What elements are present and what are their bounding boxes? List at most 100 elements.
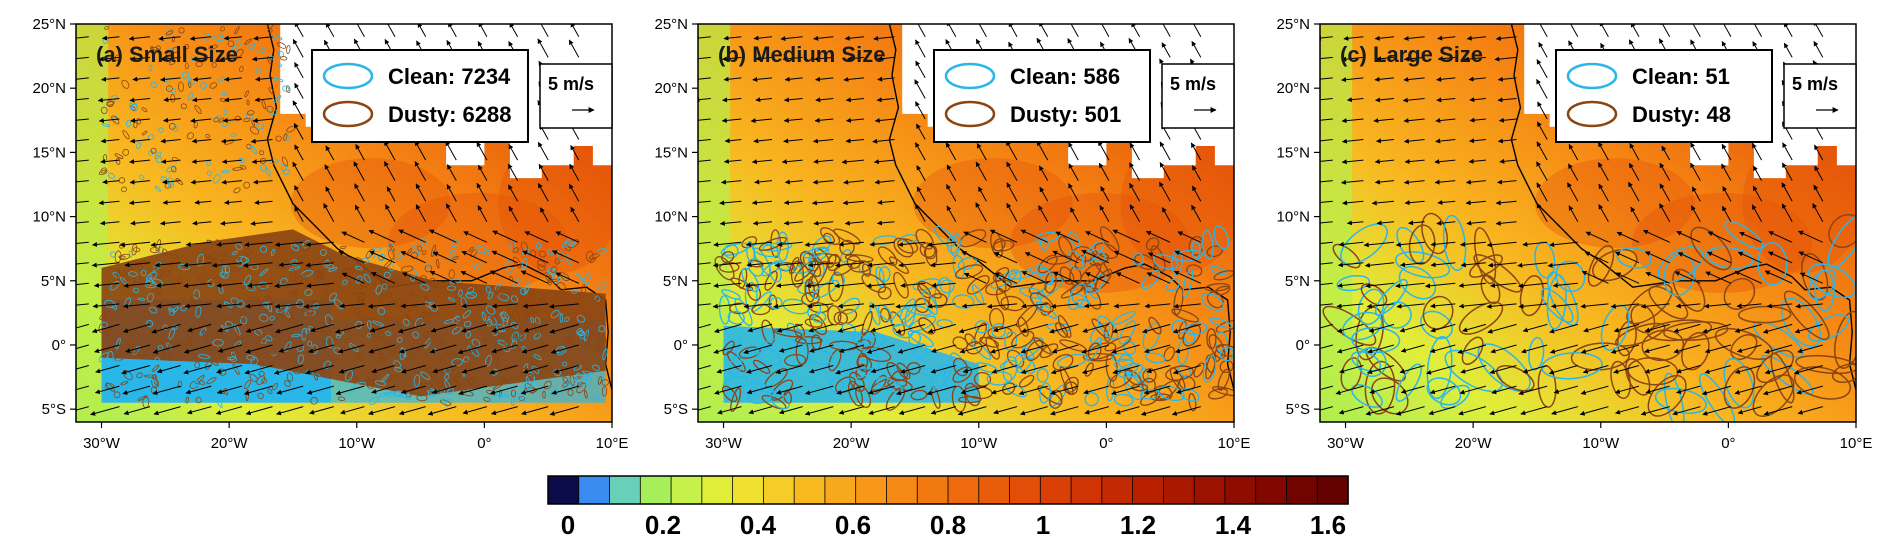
lon-tick-label: 20°W <box>1455 435 1493 452</box>
lat-tick-label: 25°N <box>32 16 66 33</box>
lon-tick-label: 10°E <box>596 435 629 452</box>
reference-vector-box <box>1161 63 1235 129</box>
colorbar: 0 0.2 0.4 0.6 0.8 1 1.2 1.4 1.6 <box>547 475 1349 540</box>
lat-tick-label: 0° <box>52 337 66 354</box>
reference-vector-box <box>539 63 613 129</box>
map-frame <box>75 23 613 423</box>
colorbar-swatch <box>670 475 703 505</box>
colorbar-swatch <box>639 475 672 505</box>
colorbar-tick-label: 0.8 <box>930 510 966 540</box>
lat-tick-label: 25°N <box>654 16 688 33</box>
colorbar-swatch <box>1162 475 1195 505</box>
colorbar-tick-label: 0.4 <box>740 510 777 540</box>
colorbar-swatch <box>793 475 826 505</box>
wind-vectors <box>76 24 580 416</box>
lat-tick-label: 5°N <box>1285 273 1310 290</box>
lat-tick-label: 25°N <box>1276 16 1310 33</box>
legend-clean-marker <box>1566 62 1618 90</box>
colorbar-swatch <box>732 475 765 505</box>
colorbar-swatch <box>1286 475 1318 505</box>
colorbar-swatch <box>978 475 1011 505</box>
lat-tick-label: 5°S <box>664 401 688 418</box>
legend-dusty-label: Dusty: 6288 <box>388 102 512 127</box>
legend-dusty-marker <box>322 100 374 128</box>
legend-dusty-label: Dusty: 48 <box>1632 102 1731 127</box>
colorbar-swatch <box>916 475 949 505</box>
reference-vector-label: 5 m/s <box>1792 74 1838 94</box>
colorbar-tick-label: 1.2 <box>1120 510 1156 540</box>
colorbar-swatch <box>1193 475 1226 505</box>
colorbar-swatch <box>1316 475 1349 505</box>
lon-tick-label: 20°W <box>211 435 249 452</box>
map-frame <box>1319 23 1857 423</box>
colorbar-tick-label: 1 <box>1036 510 1050 540</box>
lon-tick-label: 30°W <box>83 435 121 452</box>
colorbar-tick-label: 1.4 <box>1215 510 1252 540</box>
lat-tick-label: 10°N <box>1276 209 1310 226</box>
lat-tick-label: 5°N <box>663 273 688 290</box>
lat-tick-label: 0° <box>1296 337 1310 354</box>
coastline <box>1510 24 1856 391</box>
lat-tick-label: 5°N <box>41 273 66 290</box>
colorbar-tick-label: 0.6 <box>835 510 871 540</box>
colorbar-swatch <box>855 475 888 505</box>
lat-tick-label: 10°N <box>654 209 688 226</box>
lon-tick-label: 0° <box>1099 435 1113 452</box>
colorbar-swatch <box>1009 475 1042 505</box>
legend-clean-marker <box>322 62 374 90</box>
lat-tick-label: 15°N <box>654 144 688 161</box>
legend-clean-label: Clean: 586 <box>1010 64 1120 89</box>
lon-tick-label: 10°E <box>1218 435 1251 452</box>
legend-clean-marker <box>944 62 996 90</box>
wind-vectors <box>1320 24 1824 416</box>
map-panel-b: (b) Medium Size Clean: 586 Dusty: 501 5 m/s… <box>654 16 1250 452</box>
panel-label: (b) Medium Size <box>718 42 885 67</box>
lon-tick-label: 10°W <box>338 435 376 452</box>
colorbar-tick-label: 0.2 <box>645 510 681 540</box>
map-frame <box>697 23 1235 423</box>
lat-tick-label: 15°N <box>1276 144 1310 161</box>
colorbar-swatch <box>762 475 795 505</box>
lat-tick-label: 5°S <box>1286 401 1310 418</box>
legend-dusty-label: Dusty: 501 <box>1010 102 1121 127</box>
reference-vector-label: 5 m/s <box>1170 74 1216 94</box>
colorbar-swatch <box>886 475 918 505</box>
cloud-ellipses <box>98 24 609 409</box>
reference-vector-box <box>1783 63 1857 129</box>
colorbar-swatch <box>824 475 857 505</box>
colorbar-tick-label: 0 <box>561 510 575 540</box>
legend-clean-label: Clean: 51 <box>1632 64 1730 89</box>
lat-tick-label: 20°N <box>654 80 688 97</box>
lon-tick-label: 10°W <box>960 435 998 452</box>
reference-vector-label: 5 m/s <box>548 74 594 94</box>
panel-label: (a) Small Size <box>96 42 238 67</box>
panel-label: (c) Large Size <box>1340 42 1483 67</box>
lat-tick-label: 0° <box>674 337 688 354</box>
colorbar-swatch <box>1070 475 1103 505</box>
colorbar-swatch <box>701 475 734 505</box>
legend-clean-label: Clean: 7234 <box>388 64 511 89</box>
lat-tick-label: 10°N <box>32 209 66 226</box>
map-panel-a: (a) Small Size Clean: 7234 Dusty: 6288 5 m/… <box>32 16 628 452</box>
colorbar-frame <box>547 475 1349 505</box>
legend-dusty-marker <box>944 100 996 128</box>
lat-tick-label: 5°S <box>42 401 66 418</box>
colorbar-tick-label: 1.6 <box>1310 510 1346 540</box>
lon-tick-label: 0° <box>477 435 491 452</box>
lon-tick-label: 20°W <box>833 435 871 452</box>
colorbar-swatch <box>1101 475 1134 505</box>
colorbar-swatch <box>578 475 611 505</box>
colorbar-swatch <box>1255 475 1288 505</box>
legend-dusty-marker <box>1566 100 1618 128</box>
lon-tick-label: 0° <box>1721 435 1735 452</box>
lon-tick-label: 30°W <box>1327 435 1365 452</box>
lat-tick-label: 20°N <box>1276 80 1310 97</box>
lat-tick-label: 15°N <box>32 144 66 161</box>
colorbar-swatch <box>547 475 580 505</box>
colorbar-swatch <box>947 475 980 505</box>
lon-tick-label: 30°W <box>705 435 743 452</box>
colorbar-swatch <box>1224 475 1257 505</box>
map-panel-c: (c) Large Size Clean: 51 Dusty: 48 5 m/s 25°… <box>1276 16 1872 452</box>
lon-tick-label: 10°W <box>1582 435 1620 452</box>
